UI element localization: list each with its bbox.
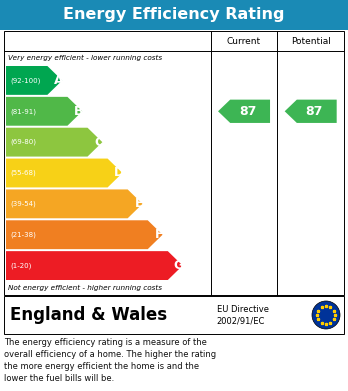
Polygon shape [285,100,337,123]
Text: The energy efficiency rating is a measure of the
overall efficiency of a home. T: The energy efficiency rating is a measur… [4,338,216,384]
Text: A: A [54,74,63,87]
Text: (81-91): (81-91) [10,108,36,115]
Polygon shape [218,100,270,123]
Polygon shape [6,159,122,187]
Text: 2002/91/EC: 2002/91/EC [217,316,265,325]
Text: 87: 87 [306,105,323,118]
Text: EU Directive: EU Directive [217,305,269,314]
Text: (69-80): (69-80) [10,139,36,145]
Polygon shape [6,189,142,218]
Text: (21-38): (21-38) [10,231,36,238]
Text: G: G [174,259,184,272]
Polygon shape [6,220,163,249]
Polygon shape [6,97,82,126]
Polygon shape [6,66,62,95]
Text: Energy Efficiency Rating: Energy Efficiency Rating [63,7,285,23]
Bar [4,31,344,295]
Text: (1-20): (1-20) [10,262,31,269]
Text: (55-68): (55-68) [10,170,36,176]
Text: E: E [135,197,143,210]
Text: D: D [113,167,124,179]
Circle shape [312,301,340,329]
Text: C: C [94,136,103,149]
Text: (92-100): (92-100) [10,77,40,84]
Bar [0,0,348,30]
Text: 87: 87 [239,105,256,118]
Text: Potential: Potential [291,36,331,45]
Text: B: B [74,105,83,118]
Text: Current: Current [227,36,261,45]
Polygon shape [6,128,102,156]
Polygon shape [6,251,183,280]
Bar [4,296,344,334]
Text: England & Wales: England & Wales [10,306,167,324]
Text: (39-54): (39-54) [10,201,36,207]
Text: Not energy efficient - higher running costs: Not energy efficient - higher running co… [8,285,162,291]
Text: Very energy efficient - lower running costs: Very energy efficient - lower running co… [8,55,162,61]
Text: F: F [155,228,163,241]
